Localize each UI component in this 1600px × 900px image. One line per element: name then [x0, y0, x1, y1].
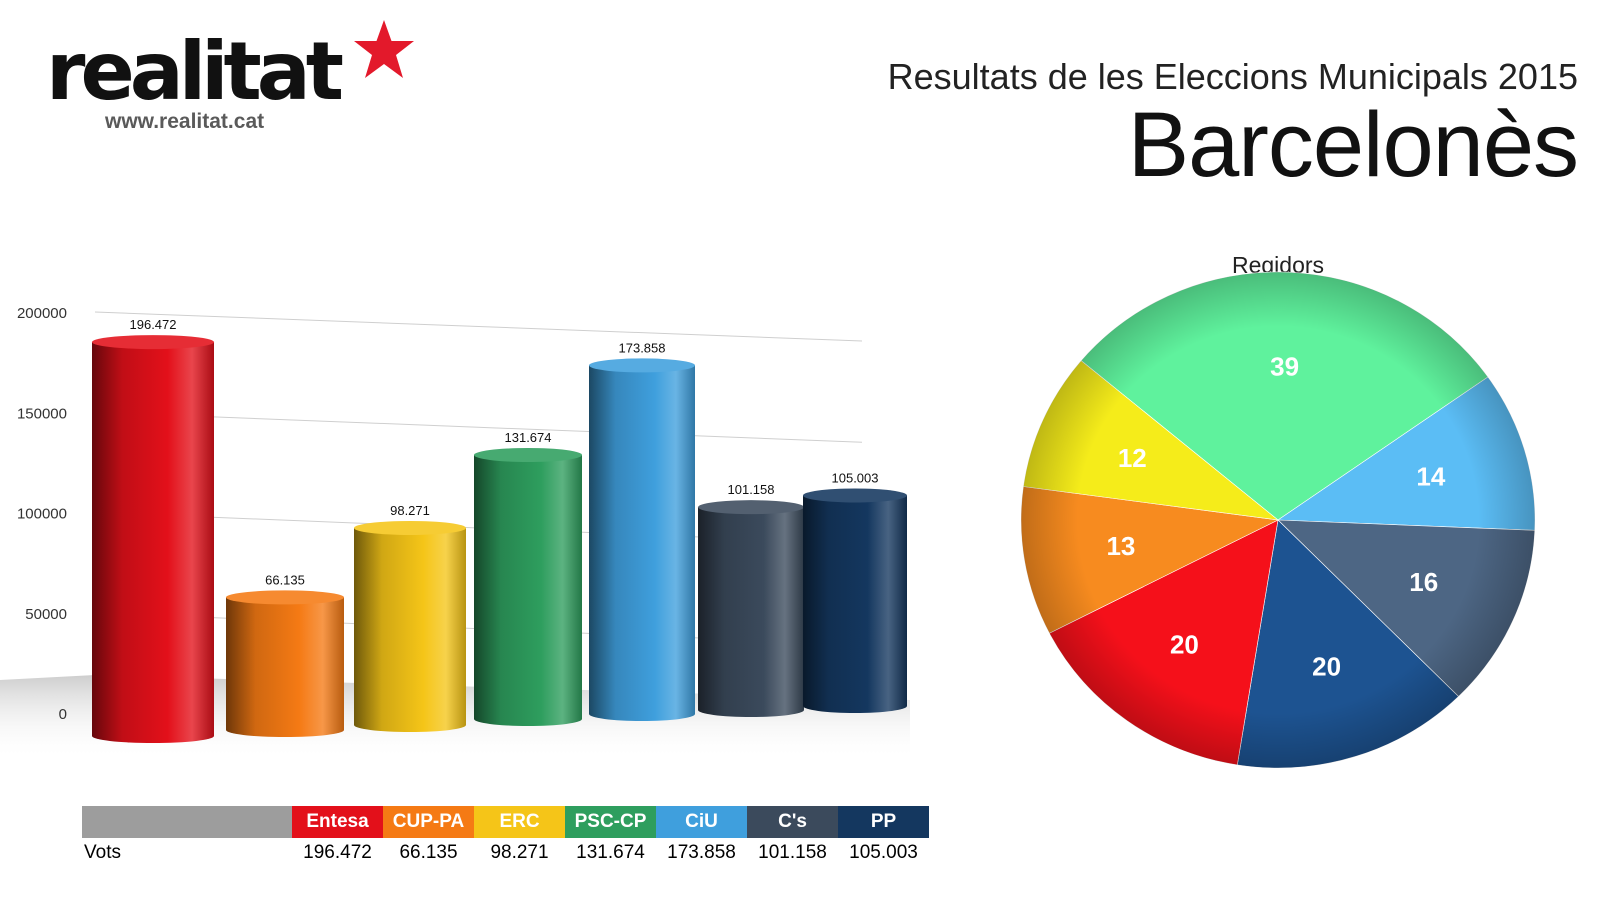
bar-data-label: 196.472: [130, 317, 177, 332]
bar-cuppa: [226, 590, 344, 737]
votes-table-value: 131.674: [576, 842, 645, 863]
page-subtitle: Resultats de les Eleccions Municipals 20…: [887, 56, 1578, 97]
bar-data-label: 101.158: [728, 482, 775, 497]
bar-pp: [803, 488, 907, 713]
bar-top: [226, 590, 344, 605]
star-icon: [354, 20, 414, 78]
bar-data-label: 98.271: [390, 503, 430, 518]
bar-psccp: [474, 447, 582, 726]
bar-body: [698, 507, 804, 717]
votes-table-value: 66.135: [399, 842, 458, 863]
bar-top: [803, 488, 907, 503]
logo-wordmark: realitat: [46, 25, 344, 118]
gridline: [94, 311, 863, 342]
realitat-logo: realitat www.realitat.cat: [40, 18, 440, 148]
councillors-pie-chart: Regidors39141620201312: [1020, 252, 1536, 769]
votes-table-party-psccp: PSC-CP: [565, 806, 656, 838]
votes-table-party-pp: PP: [838, 806, 929, 838]
bar-body: [474, 454, 582, 726]
votes-bar-chart: 0 50000 100000 150000 200000 196.472 66.135 98.…: [0, 305, 910, 760]
bar-top: [474, 447, 582, 462]
votes-table-party-ciu: CiU: [656, 806, 747, 838]
votes-table-row: Vots 196.472 66.135 98.271 131.674 173.858 10…: [82, 838, 932, 868]
bar-data-label: 131.674: [505, 430, 552, 445]
votes-table-corner: [82, 806, 292, 838]
y-tick-label: 50000: [25, 606, 67, 623]
bar-data-label: 173.858: [619, 340, 666, 355]
y-tick-label: 200000: [17, 305, 67, 322]
bar-top: [589, 358, 695, 373]
bar-body: [803, 495, 907, 713]
pie-rim-shade: [1021, 271, 1535, 769]
bar-body: [226, 597, 344, 737]
bar-top: [354, 520, 466, 535]
votes-table-value: 196.472: [303, 842, 372, 863]
bar-data-label: 66.135: [265, 572, 305, 587]
bar-ciu: [589, 358, 695, 721]
votes-table-party-cs: C's: [747, 806, 838, 838]
votes-table: Entesa CUP-PA ERC PSC-CP CiU C's PP Vots 196.4…: [82, 806, 932, 868]
votes-table-value: 173.858: [667, 842, 736, 863]
votes-table-party-erc: ERC: [474, 806, 565, 838]
votes-table-party-cuppa: CUP-PA: [383, 806, 474, 838]
y-tick-label: 0: [59, 706, 67, 723]
bar-entesa: [92, 335, 214, 743]
votes-table-header: Entesa CUP-PA ERC PSC-CP CiU C's PP: [82, 806, 932, 838]
bar-top: [92, 335, 214, 350]
page-title: Barcelonès: [1127, 94, 1579, 196]
bar-body: [354, 527, 466, 732]
bar-body: [92, 342, 214, 743]
y-tick-label: 150000: [17, 405, 67, 422]
bar-data-label: 105.003: [832, 470, 879, 485]
bar-top: [698, 500, 804, 515]
votes-table-party-entesa: Entesa: [292, 806, 383, 838]
votes-table-value: 98.271: [490, 842, 549, 863]
bar-body: [589, 365, 695, 721]
gridline: [94, 411, 863, 443]
votes-table-value: 101.158: [758, 842, 827, 863]
bar-cs: [698, 500, 804, 717]
votes-table-value: 105.003: [849, 842, 918, 863]
votes-row-label: Vots: [84, 842, 121, 863]
bar-erc: [354, 520, 466, 732]
y-tick-label: 100000: [17, 506, 67, 523]
logo-url: www.realitat.cat: [105, 110, 265, 133]
